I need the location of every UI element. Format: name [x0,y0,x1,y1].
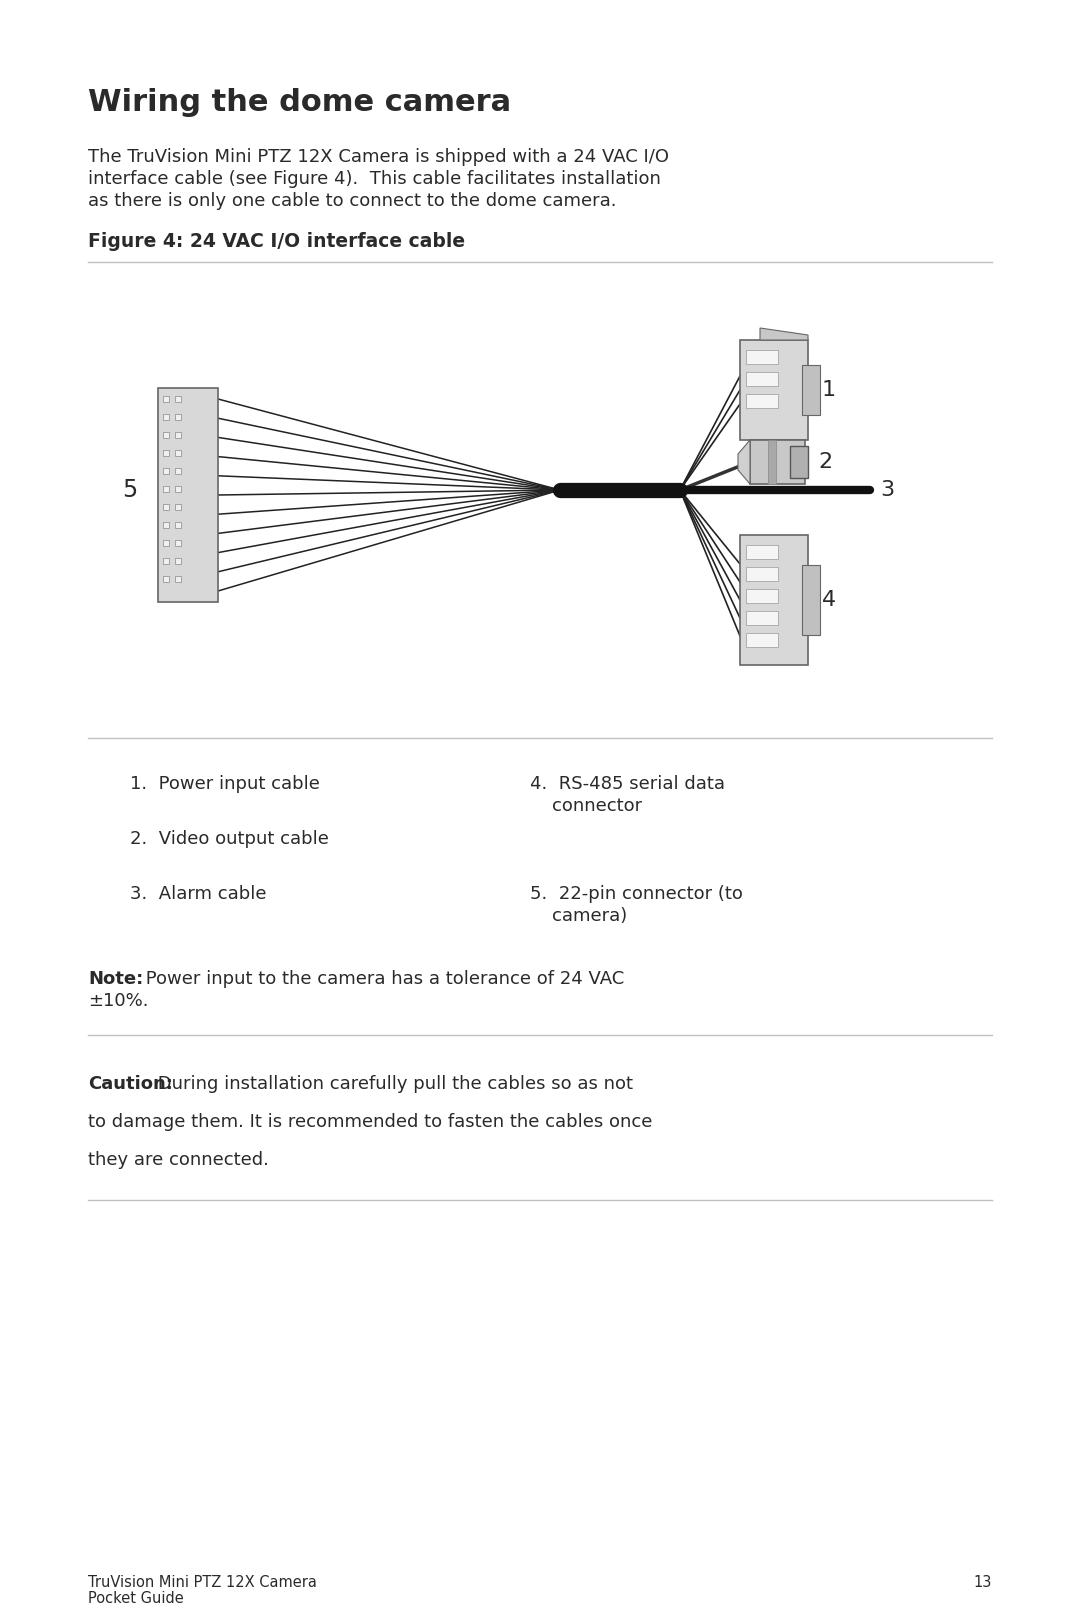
Text: 5: 5 [122,478,137,502]
Bar [750,441,805,484]
Bar [175,557,181,564]
Bar [746,373,778,386]
Text: they are connected.: they are connected. [87,1150,269,1170]
Text: TruVision Mini PTZ 12X Camera: TruVision Mini PTZ 12X Camera [87,1575,316,1589]
Text: 3: 3 [880,480,894,501]
Text: The TruVision Mini PTZ 12X Camera is shipped with a 24 VAC I/O: The TruVision Mini PTZ 12X Camera is shi… [87,147,669,165]
Text: 2.  Video output cable: 2. Video output cable [130,829,329,847]
Bar [746,394,778,408]
Text: Wiring the dome camera: Wiring the dome camera [87,87,511,117]
Polygon shape [760,327,808,340]
Text: Figure 4: 24 VAC I/O interface cable: Figure 4: 24 VAC I/O interface cable [87,232,465,251]
Bar [163,577,168,582]
Text: connector: connector [552,797,643,815]
Bar [175,486,181,492]
Text: Caution:: Caution: [87,1076,173,1094]
Bar [740,340,808,441]
Bar [175,539,181,546]
Bar [175,522,181,528]
Bar [746,350,778,364]
Text: to damage them. It is recommended to fasten the cables once: to damage them. It is recommended to fas… [87,1113,652,1131]
Text: 2: 2 [818,452,832,471]
Bar [746,611,778,625]
Bar [175,433,181,437]
Text: Pocket Guide: Pocket Guide [87,1591,184,1605]
Bar [163,557,168,564]
Bar [163,522,168,528]
Bar [802,364,820,415]
Bar [746,633,778,646]
Bar [175,468,181,475]
Text: 5.  22-pin connector (to: 5. 22-pin connector (to [530,885,743,902]
Text: During installation carefully pull the cables so as not: During installation carefully pull the c… [152,1076,633,1094]
Bar [163,395,168,402]
Bar [163,468,168,475]
Bar [163,504,168,510]
Text: interface cable (see Figure 4).  This cable facilitates installation: interface cable (see Figure 4). This cab… [87,170,661,188]
Text: 13: 13 [974,1575,993,1589]
Bar [163,415,168,420]
Text: 1: 1 [822,381,836,400]
Bar [746,567,778,582]
Text: 4: 4 [822,590,836,611]
Bar [163,450,168,455]
Bar [175,504,181,510]
Bar [746,544,778,559]
Bar [158,389,218,603]
Bar [740,535,808,664]
Polygon shape [738,441,750,484]
Bar [802,565,820,635]
Bar [175,415,181,420]
Bar [746,590,778,603]
Bar [175,450,181,455]
Text: 4.  RS-485 serial data: 4. RS-485 serial data [530,774,725,794]
Text: 3.  Alarm cable: 3. Alarm cable [130,885,267,902]
Text: ±10%.: ±10%. [87,991,149,1009]
Text: Power input to the camera has a tolerance of 24 VAC: Power input to the camera has a toleranc… [140,970,624,988]
Bar [789,446,808,478]
Text: as there is only one cable to connect to the dome camera.: as there is only one cable to connect to… [87,193,617,211]
Text: Note:: Note: [87,970,144,988]
Bar [163,486,168,492]
Bar [175,395,181,402]
Text: camera): camera) [552,907,627,925]
Bar [768,441,777,484]
Bar [163,433,168,437]
Bar [175,577,181,582]
Bar [163,539,168,546]
Text: 1.  Power input cable: 1. Power input cable [130,774,320,794]
